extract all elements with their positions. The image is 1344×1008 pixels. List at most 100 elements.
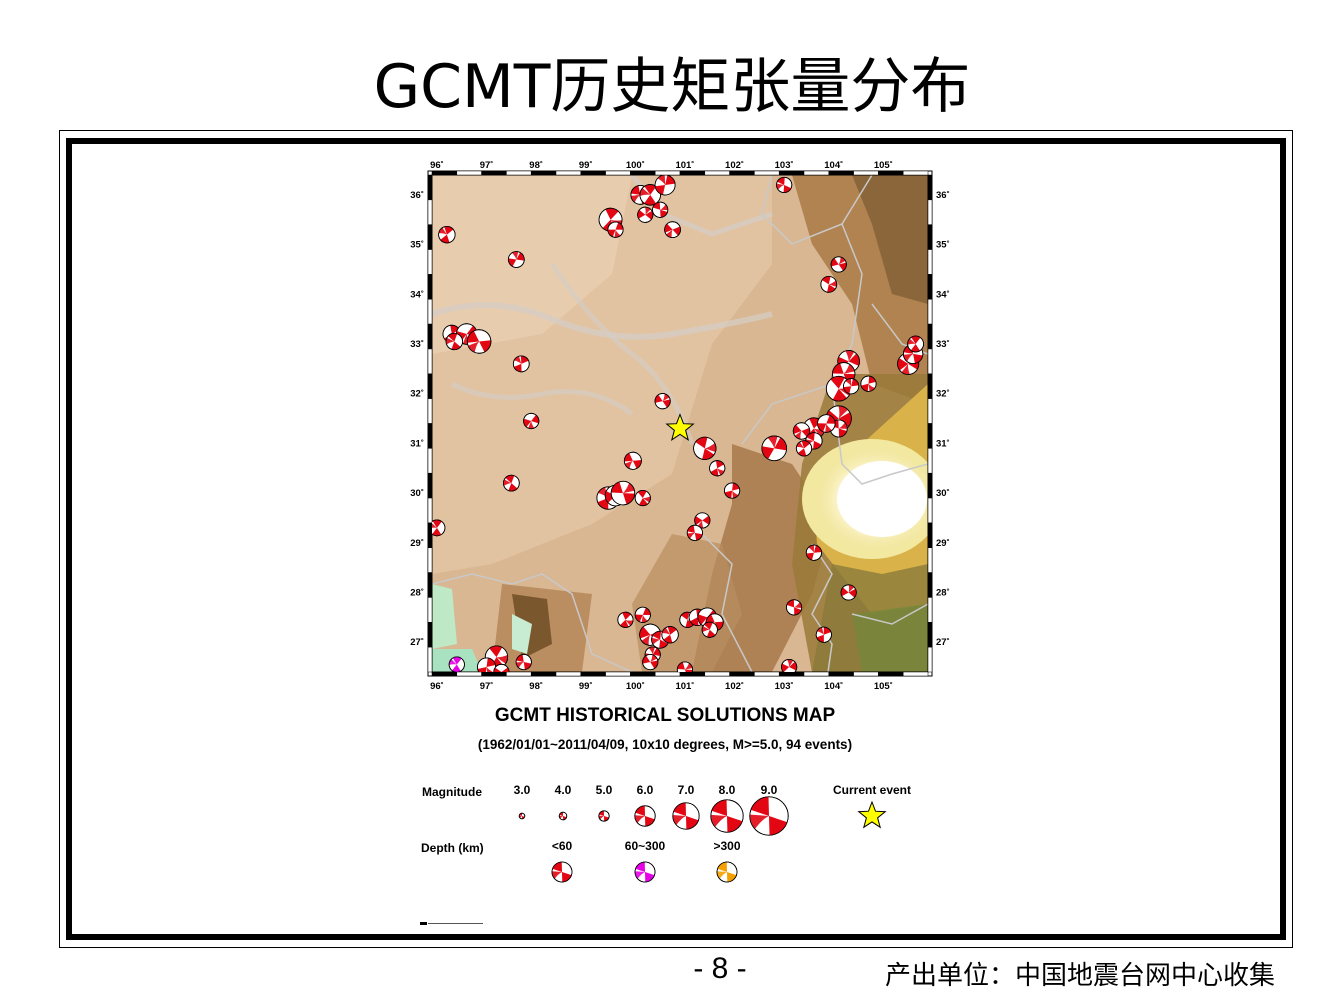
event-beachball bbox=[466, 329, 492, 354]
lat-tick-right-30: 30˚ bbox=[936, 488, 950, 499]
lon-tick-top-100: 100˚ bbox=[626, 160, 645, 171]
legend-beachball-6.0 bbox=[634, 805, 656, 827]
event-beachball bbox=[805, 544, 822, 561]
page-number: - 8 - bbox=[693, 952, 747, 985]
event-beachball bbox=[843, 378, 860, 395]
legend-depth-beachball-shallow bbox=[551, 861, 573, 883]
event-beachballs bbox=[432, 175, 924, 672]
event-beachball bbox=[786, 599, 803, 616]
event-beachball bbox=[634, 489, 651, 507]
legend-depth-shallow: <60 bbox=[552, 839, 573, 853]
lat-tick-left-36: 36˚ bbox=[410, 190, 424, 201]
lat-tick-right-35: 35˚ bbox=[936, 240, 950, 251]
lon-tick-top-99: 99˚ bbox=[579, 160, 593, 171]
event-beachball bbox=[642, 653, 659, 671]
lon-tick-bottom-104: 104˚ bbox=[824, 681, 843, 692]
lon-tick-bottom-102: 102˚ bbox=[725, 681, 744, 692]
legend-current-event-star bbox=[857, 800, 887, 829]
legend-depth-intermediate: 60~300 bbox=[625, 839, 666, 853]
event-beachball bbox=[795, 440, 813, 457]
legend-magnitude-9.0: 9.0 bbox=[761, 783, 778, 797]
legend-depth-beachball-deep bbox=[716, 861, 738, 883]
event-beachball bbox=[776, 176, 793, 194]
lat-tick-right-31: 31˚ bbox=[936, 438, 950, 449]
event-beachball bbox=[907, 335, 924, 353]
event-beachball bbox=[817, 414, 836, 433]
event-beachball bbox=[623, 451, 642, 470]
event-beachball bbox=[639, 623, 662, 646]
event-beachball bbox=[493, 663, 510, 672]
lat-tick-left-35: 35˚ bbox=[410, 240, 424, 251]
event-beachball bbox=[438, 225, 456, 244]
lat-tick-left-28: 28˚ bbox=[410, 587, 424, 598]
event-beachball bbox=[701, 621, 718, 638]
event-beachball bbox=[477, 657, 497, 672]
legend-beachball-9.0 bbox=[749, 796, 789, 836]
lat-tick-left-27: 27˚ bbox=[410, 637, 424, 648]
event-beachball bbox=[610, 480, 636, 506]
lon-tick-bottom-96: 96˚ bbox=[430, 681, 444, 692]
event-beachball bbox=[820, 275, 838, 293]
legend-beachball-5.0 bbox=[598, 810, 610, 822]
event-beachball bbox=[902, 343, 924, 365]
lat-tick-left-30: 30˚ bbox=[410, 488, 424, 499]
lat-tick-left-29: 29˚ bbox=[410, 538, 424, 549]
gcmt-map-figure: 96˚ 97˚ 98˚ 99˚ 100˚ 101˚ 102˚ 103˚ 104˚ 105˚ 96˚… bbox=[410, 160, 950, 925]
event-beachball bbox=[445, 332, 463, 351]
lat-tick-left-32: 32˚ bbox=[410, 389, 424, 400]
legend-magnitude-7.0: 7.0 bbox=[678, 783, 695, 797]
event-beachball bbox=[617, 611, 634, 628]
lat-tick-right-32: 32˚ bbox=[936, 389, 950, 400]
legend: Magnitude 3.0 4.0 5.0 6.0 7.0 8.0 9.0 Current … bbox=[421, 783, 911, 883]
map-frame-outer: 96˚ 97˚ 98˚ 99˚ 100˚ 101˚ 102˚ 103˚ 104˚ 105˚ 96˚… bbox=[59, 130, 1293, 948]
lat-tick-left-34: 34˚ bbox=[410, 289, 424, 300]
event-beachball bbox=[693, 436, 717, 460]
legend-depth-deep: >300 bbox=[713, 839, 740, 853]
legend-magnitude-4.0: 4.0 bbox=[555, 783, 572, 797]
lon-tick-labels-top: 96˚ 97˚ 98˚ 99˚ 100˚ 101˚ 102˚ 103˚ 104˚ 105˚ bbox=[430, 160, 893, 171]
event-beachball bbox=[523, 412, 540, 430]
event-beachball bbox=[860, 375, 877, 392]
legend-beachball-4.0 bbox=[558, 811, 568, 821]
map-border bbox=[427, 170, 933, 677]
lat-tick-left-31: 31˚ bbox=[410, 438, 424, 449]
lat-tick-labels-right: 36˚ 35˚ 34˚ 33˚ 32˚ 31˚ 30˚ 29˚ 28˚ 27˚ bbox=[936, 190, 950, 648]
lon-tick-top-103: 103˚ bbox=[775, 160, 794, 171]
map-frame: 96˚ 97˚ 98˚ 99˚ 100˚ 101˚ 102˚ 103˚ 104˚ 105˚ 96˚… bbox=[66, 138, 1286, 940]
event-beachball bbox=[507, 251, 525, 268]
lon-tick-labels-bottom: 96˚ 97˚ 98˚ 99˚ 100˚ 101˚ 102˚ 103˚ 104˚ 105˚ bbox=[430, 681, 893, 692]
lat-tick-right-27: 27˚ bbox=[936, 637, 950, 648]
event-beachball bbox=[694, 512, 711, 529]
legend-depth-label: Depth (km) bbox=[421, 841, 484, 855]
lat-tick-left-33: 33˚ bbox=[410, 339, 424, 350]
event-beachball bbox=[724, 482, 741, 499]
lon-tick-top-96: 96˚ bbox=[430, 160, 444, 171]
map-title: GCMT HISTORICAL SOLUTIONS MAP bbox=[495, 705, 836, 726]
lat-tick-right-34: 34˚ bbox=[936, 289, 950, 300]
lon-tick-bottom-99: 99˚ bbox=[579, 681, 593, 692]
lon-tick-bottom-100: 100˚ bbox=[626, 681, 645, 692]
legend-magnitude-3.0: 3.0 bbox=[514, 783, 531, 797]
event-beachball bbox=[815, 626, 832, 643]
event-beachball bbox=[781, 658, 798, 672]
event-beachball bbox=[709, 460, 726, 477]
current-event-marker bbox=[665, 413, 695, 441]
event-beachball bbox=[792, 422, 811, 440]
legend-depth-beachball-intermediate bbox=[634, 861, 656, 883]
lon-tick-bottom-101: 101˚ bbox=[675, 681, 694, 692]
lat-tick-labels-left: 36˚ 35˚ 34˚ 33˚ 32˚ 31˚ 30˚ 29˚ 28˚ 27˚ bbox=[410, 190, 424, 648]
event-beachball bbox=[830, 256, 847, 273]
lon-tick-bottom-105: 105˚ bbox=[874, 681, 893, 692]
legend-magnitude-6.0: 6.0 bbox=[637, 783, 654, 797]
legend-magnitude-8.0: 8.0 bbox=[719, 783, 736, 797]
lon-tick-top-101: 101˚ bbox=[675, 160, 694, 171]
lat-tick-right-29: 29˚ bbox=[936, 538, 950, 549]
lon-tick-top-105: 105˚ bbox=[874, 160, 893, 171]
event-beachball bbox=[652, 201, 669, 218]
event-beachball bbox=[448, 656, 465, 672]
lon-tick-top-104: 104˚ bbox=[824, 160, 843, 171]
event-beachball bbox=[661, 626, 679, 644]
legend-magnitude-label: Magnitude bbox=[422, 785, 482, 799]
gmt-logo bbox=[420, 922, 483, 925]
lon-tick-bottom-103: 103˚ bbox=[775, 681, 794, 692]
